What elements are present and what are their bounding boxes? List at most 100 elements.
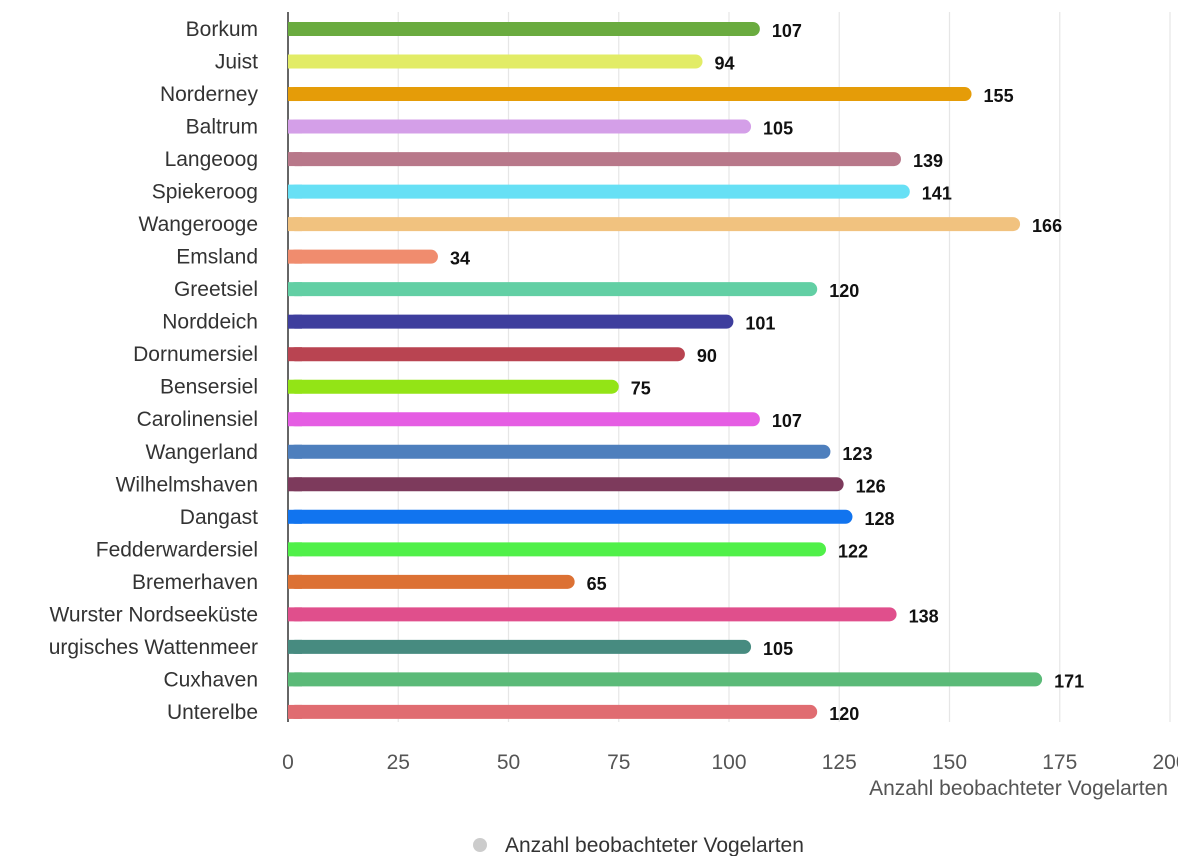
data-label: 171 [1054, 671, 1084, 691]
bar [288, 412, 760, 427]
data-label: 166 [1032, 216, 1062, 236]
x-tick-label: 125 [822, 751, 857, 774]
bar [288, 152, 901, 167]
bar [288, 54, 703, 69]
bar [288, 477, 844, 492]
x-tick-label: 75 [607, 751, 630, 774]
category-label: Cuxhaven [163, 668, 258, 691]
category-label: Borkum [186, 18, 258, 41]
bar-base [288, 379, 302, 394]
bar-base [288, 54, 302, 69]
x-tick-label: 150 [932, 751, 967, 774]
bar-base [288, 314, 302, 329]
category-label: Wurster Nordseeküste [49, 603, 258, 626]
bar-base [288, 87, 302, 102]
bar [288, 574, 575, 589]
x-tick-label: 200 [1152, 751, 1178, 774]
bar-base [288, 574, 302, 589]
bar-base [288, 119, 302, 134]
bar-base [288, 444, 302, 459]
category-label: Wangerland [146, 441, 258, 464]
bar-base [288, 217, 302, 232]
category-label: Bremerhaven [132, 571, 258, 594]
data-label: 120 [829, 281, 859, 301]
bar-base [288, 22, 302, 36]
bar [288, 119, 752, 134]
category-label: Unterelbe [167, 701, 258, 724]
bar [288, 704, 818, 719]
bar [288, 639, 752, 654]
bar [288, 314, 734, 329]
category-label: Dangast [180, 506, 258, 529]
bar [288, 22, 760, 36]
bar-base [288, 347, 302, 362]
bar [288, 249, 438, 264]
x-tick-label: 175 [1042, 751, 1077, 774]
category-label: Langeoog [165, 148, 258, 171]
bar [288, 542, 827, 557]
bar-base [288, 542, 302, 557]
data-label: 128 [864, 509, 894, 529]
x-tick-label: 50 [497, 751, 520, 774]
category-label: Baltrum [186, 116, 258, 139]
x-tick-label: 0 [282, 751, 294, 774]
data-label: 34 [450, 249, 470, 269]
data-label: 138 [909, 606, 939, 626]
bar [288, 379, 619, 394]
data-label: 126 [856, 476, 886, 496]
bar-base [288, 282, 302, 297]
category-label: Norddeich [162, 311, 258, 334]
category-label: Bensersiel [160, 376, 258, 399]
bar-base [288, 639, 302, 654]
category-label: urgisches Wattenmeer [49, 636, 258, 659]
bar-base [288, 607, 302, 622]
bar [288, 217, 1021, 232]
data-label: 75 [631, 379, 651, 399]
bar [288, 87, 972, 102]
bar-base [288, 509, 302, 524]
bar-base [288, 152, 302, 167]
data-label: 90 [697, 346, 717, 366]
category-label: Norderney [160, 83, 259, 106]
bar-base [288, 412, 302, 427]
bar [288, 509, 853, 524]
data-label: 141 [922, 184, 952, 204]
bar-base [288, 477, 302, 492]
category-label: Greetsiel [174, 278, 258, 301]
bar-base [288, 704, 302, 719]
bar-base [288, 672, 302, 687]
x-tick-label: 25 [387, 751, 410, 774]
bar-base [288, 249, 302, 264]
bar [288, 672, 1043, 687]
data-label: 65 [587, 574, 607, 594]
data-label: 105 [763, 119, 793, 139]
category-label: Carolinensiel [137, 408, 258, 431]
legend-marker [473, 838, 487, 852]
data-label: 107 [772, 411, 802, 431]
bar [288, 347, 685, 362]
data-label: 107 [772, 21, 802, 41]
category-label: Emsland [176, 246, 258, 269]
category-label: Juist [215, 51, 258, 74]
category-label: Wilhelmshaven [116, 473, 258, 496]
data-label: 123 [842, 444, 872, 464]
x-axis-title: Anzahl beobachteter Vogelarten [869, 777, 1168, 800]
data-label: 94 [715, 54, 735, 74]
legend-label: Anzahl beobachteter Vogelarten [505, 834, 804, 856]
data-label: 155 [984, 86, 1014, 106]
data-label: 120 [829, 704, 859, 724]
bar-base [288, 184, 302, 199]
bar [288, 607, 897, 622]
category-label: Dornumersiel [133, 343, 258, 366]
x-tick-label: 100 [711, 751, 746, 774]
bar [288, 184, 910, 199]
bar [288, 282, 818, 297]
data-label: 122 [838, 541, 868, 561]
data-label: 105 [763, 639, 793, 659]
bar [288, 444, 831, 459]
category-label: Fedderwardersiel [96, 538, 258, 561]
category-label: Spiekeroog [152, 181, 258, 204]
data-label: 139 [913, 151, 943, 171]
